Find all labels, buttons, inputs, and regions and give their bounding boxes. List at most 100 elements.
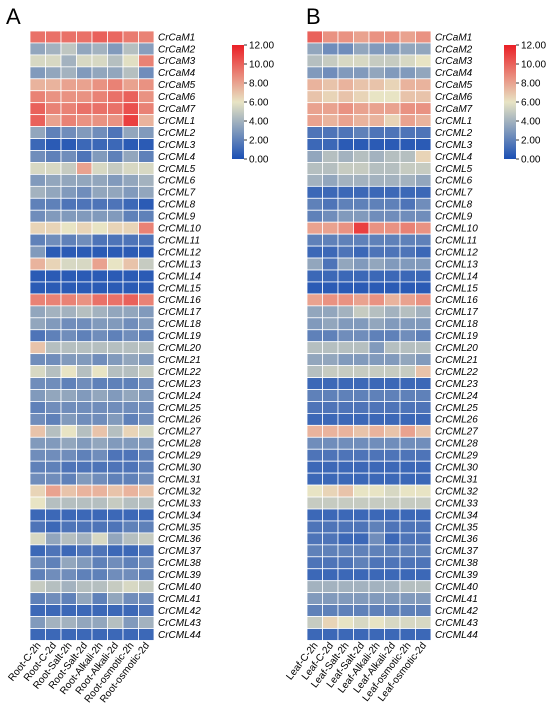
heatmap-cell xyxy=(45,448,62,462)
heatmap-cell xyxy=(322,317,339,331)
heatmap-cell xyxy=(107,209,124,223)
heatmap-cell xyxy=(384,365,401,378)
heatmap-cell xyxy=(29,42,46,56)
row-label: CrCML22 xyxy=(158,367,201,378)
heatmap-cell xyxy=(138,592,155,606)
heatmap-cell xyxy=(415,162,432,175)
heatmap-cell xyxy=(399,305,416,319)
heatmap-cell xyxy=(122,341,139,355)
heatmap-cell xyxy=(76,508,93,522)
heatmap-cell xyxy=(415,138,432,151)
heatmap-cell xyxy=(399,460,416,474)
heatmap-cell xyxy=(399,317,416,331)
heatmap-cell xyxy=(337,436,354,450)
heatmap-cell xyxy=(76,269,93,283)
heatmap-cell xyxy=(107,138,124,151)
heatmap-cell xyxy=(91,185,108,199)
heatmap-cell xyxy=(368,317,385,331)
heatmap-cell xyxy=(60,377,77,390)
heatmap-cell xyxy=(306,568,323,582)
heatmap-cell xyxy=(60,544,77,558)
heatmap-cell xyxy=(76,293,93,307)
heatmap-cell xyxy=(122,353,139,366)
heatmap-cell xyxy=(45,424,62,438)
heatmap-cell xyxy=(337,66,354,80)
heatmap-cell xyxy=(384,305,401,319)
heatmap-cell xyxy=(107,30,124,44)
heatmap-cell xyxy=(122,616,139,629)
heatmap-cell xyxy=(107,508,124,522)
heatmap-cell xyxy=(306,257,323,271)
heatmap-cell xyxy=(337,556,354,570)
heatmap-cell xyxy=(415,126,432,139)
heatmap-cell xyxy=(76,197,93,211)
row-label: CrCML24 xyxy=(435,391,478,402)
heatmap-cell xyxy=(107,520,124,534)
heatmap-cell xyxy=(45,556,62,570)
heatmap-cell xyxy=(337,162,354,175)
heatmap-cell xyxy=(60,365,77,378)
heatmap-cell xyxy=(399,173,416,187)
row-label: CrCaM2 xyxy=(435,44,473,55)
row-label: CrCML39 xyxy=(435,570,478,581)
heatmap-cell xyxy=(306,341,323,355)
heatmap-cell xyxy=(45,341,62,355)
heatmap-cell xyxy=(368,460,385,474)
heatmap-cell xyxy=(107,460,124,474)
colorbar-tick-label: 8.00 xyxy=(521,79,541,90)
heatmap-cell xyxy=(107,556,124,570)
heatmap-cell xyxy=(384,245,401,259)
heatmap-cell xyxy=(122,197,139,211)
heatmap-cell xyxy=(384,138,401,151)
heatmap-cell xyxy=(45,30,62,44)
heatmap-cell xyxy=(45,580,62,594)
heatmap-cell xyxy=(368,496,385,510)
heatmap-cell xyxy=(415,42,432,56)
heatmap-cell xyxy=(384,436,401,450)
row-label: CrCML40 xyxy=(435,582,478,593)
heatmap-cell xyxy=(415,401,432,414)
heatmap-cell xyxy=(322,197,339,211)
row-label: CrCML25 xyxy=(158,403,201,414)
row-label: CrCML21 xyxy=(435,355,478,366)
heatmap-cell xyxy=(91,257,108,271)
heatmap-cell xyxy=(322,448,339,462)
heatmap-cell xyxy=(29,102,46,116)
row-label: CrCaM4 xyxy=(158,68,196,79)
heatmap-cell xyxy=(107,102,124,116)
heatmap-cell xyxy=(384,102,401,116)
heatmap-cell xyxy=(29,197,46,211)
heatmap-cell xyxy=(353,424,370,438)
heatmap-cell xyxy=(107,114,124,128)
heatmap-cell xyxy=(368,436,385,450)
heatmap-cell xyxy=(415,114,432,128)
heatmap-cell xyxy=(60,221,77,235)
heatmap-cell xyxy=(91,365,108,378)
row-label: CrCML44 xyxy=(158,630,201,641)
heatmap-cell xyxy=(306,42,323,56)
heatmap-cell xyxy=(306,90,323,104)
heatmap-cell xyxy=(138,604,155,617)
heatmap-cell xyxy=(353,305,370,319)
heatmap-cell xyxy=(107,221,124,235)
heatmap-cell xyxy=(306,138,323,151)
heatmap-cell xyxy=(107,424,124,438)
heatmap-cell xyxy=(60,233,77,247)
colorbar-tick-label: 10.00 xyxy=(249,60,274,71)
heatmap-cell xyxy=(415,269,432,283)
heatmap-cell xyxy=(368,568,385,582)
heatmap-cell xyxy=(76,616,93,629)
heatmap-cell xyxy=(122,496,139,510)
heatmap-cell xyxy=(91,221,108,235)
row-label: CrCML14 xyxy=(435,271,478,282)
heatmap-cell xyxy=(322,293,339,307)
heatmap-cell xyxy=(306,281,323,295)
row-label: CrCaM1 xyxy=(435,32,472,43)
heatmap-cell xyxy=(353,508,370,522)
heatmap-cell xyxy=(399,592,416,606)
heatmap-cell xyxy=(322,138,339,151)
heatmap-cell xyxy=(122,329,139,343)
heatmap-cell xyxy=(60,472,77,486)
heatmap-cell xyxy=(384,341,401,355)
row-label: CrCML16 xyxy=(435,295,478,306)
